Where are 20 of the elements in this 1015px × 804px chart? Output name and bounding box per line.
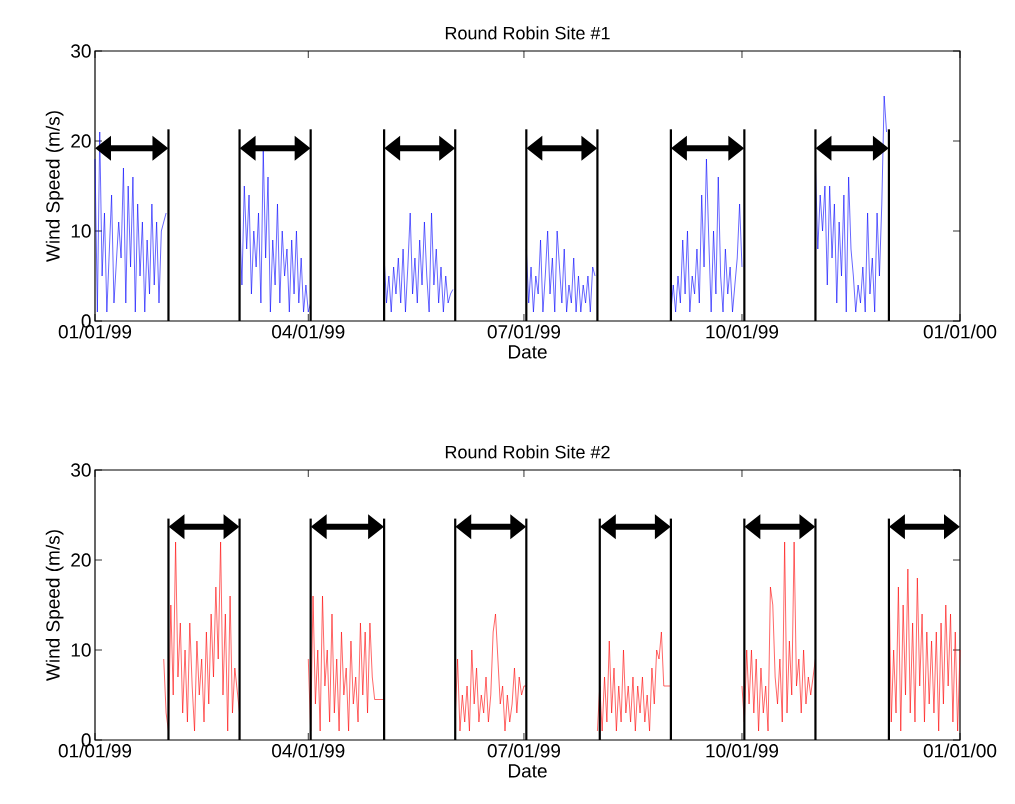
y-axis-title: Wind Speed (m/s) bbox=[45, 530, 64, 681]
x-tick-label: 01/01/00 bbox=[923, 324, 997, 339]
y-tick-label: 20 bbox=[71, 553, 91, 567]
x-tick-label: 10/01/99 bbox=[706, 743, 779, 758]
x-axis-title: Date bbox=[508, 764, 547, 778]
y-tick-label: 30 bbox=[71, 44, 91, 58]
y-tick-label: 10 bbox=[71, 224, 91, 238]
y-tick-label: 10 bbox=[71, 643, 91, 657]
x-axis-title: Date bbox=[508, 345, 547, 359]
x-tick-label: 07/01/99 bbox=[487, 324, 561, 339]
x-tick-label: 01/01/00 bbox=[923, 743, 997, 758]
y-tick-label: 30 bbox=[71, 463, 91, 477]
chart-title: Round Robin Site #2 bbox=[445, 445, 610, 459]
y-axis-title: Wind Speed (m/s) bbox=[45, 111, 64, 262]
x-tick-label: 07/01/99 bbox=[487, 743, 561, 758]
y-tick-label: 20 bbox=[71, 134, 91, 148]
x-tick-label: 04/01/99 bbox=[272, 324, 345, 339]
x-tick-label: 04/01/99 bbox=[272, 743, 345, 758]
chart-title: Round Robin Site #1 bbox=[445, 26, 610, 40]
x-tick-label: 10/01/99 bbox=[706, 324, 779, 339]
